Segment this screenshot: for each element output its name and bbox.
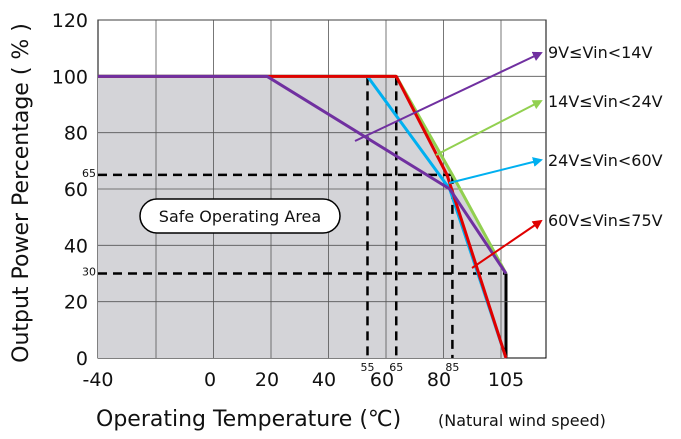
legend-arrow-2 xyxy=(435,100,543,156)
legend-label-1: 9V≤Vin<14V xyxy=(548,43,652,62)
ref-x-label: 55 xyxy=(361,361,375,374)
y-tick-label: 0 xyxy=(76,348,88,370)
x-tick-label: 20 xyxy=(255,369,279,391)
ref-x-label: 85 xyxy=(445,361,459,374)
x-axis-note: (Natural wind speed) xyxy=(438,411,606,430)
x-tick-label: 80 xyxy=(427,369,451,391)
x-tick-label: -40 xyxy=(82,369,113,391)
x-tick-label: 0 xyxy=(204,369,216,391)
legend-label-3: 24V≤Vin<60V xyxy=(548,151,663,170)
legend-arrow-3 xyxy=(448,157,543,184)
ref-y-label: 65 xyxy=(82,167,96,180)
ref-x-label: 65 xyxy=(389,361,403,374)
x-axis-title: Operating Temperature (℃) xyxy=(96,407,401,432)
legend-arrows: 9V≤Vin<14V 14V≤Vin<24V 24V≤Vin<60V 60V≤Vin≤… xyxy=(354,43,663,269)
legend-label-2: 14V≤Vin<24V xyxy=(548,92,663,111)
ref-y-label: 30 xyxy=(82,266,96,279)
y-tick-label: 120 xyxy=(52,10,88,32)
legend-arrow-1 xyxy=(354,51,543,142)
series-line-1 xyxy=(98,74,508,275)
y-tick-label: 20 xyxy=(64,292,88,314)
y-axis-title: Output Power Percentage ( % ) xyxy=(9,23,34,363)
y-tick-label: 40 xyxy=(64,235,88,257)
series-lines xyxy=(98,74,508,359)
x-tick-label: 60 xyxy=(370,369,394,391)
reference-dashed-lines xyxy=(98,76,506,358)
y-tick-label: 80 xyxy=(64,123,88,145)
legend-arrow-4 xyxy=(471,219,543,269)
legend-label-4: 60V≤Vin≤75V xyxy=(548,211,663,230)
y-tick-label: 100 xyxy=(52,66,88,88)
safe-area-label: Safe Operating Area xyxy=(159,207,321,226)
safe-area-oval xyxy=(139,198,341,234)
safe-area-badge: Safe Operating Area xyxy=(139,198,341,234)
x-tick-label: 40 xyxy=(312,369,336,391)
y-tick-label: 60 xyxy=(64,179,88,201)
x-tick-label: 105 xyxy=(488,369,524,391)
